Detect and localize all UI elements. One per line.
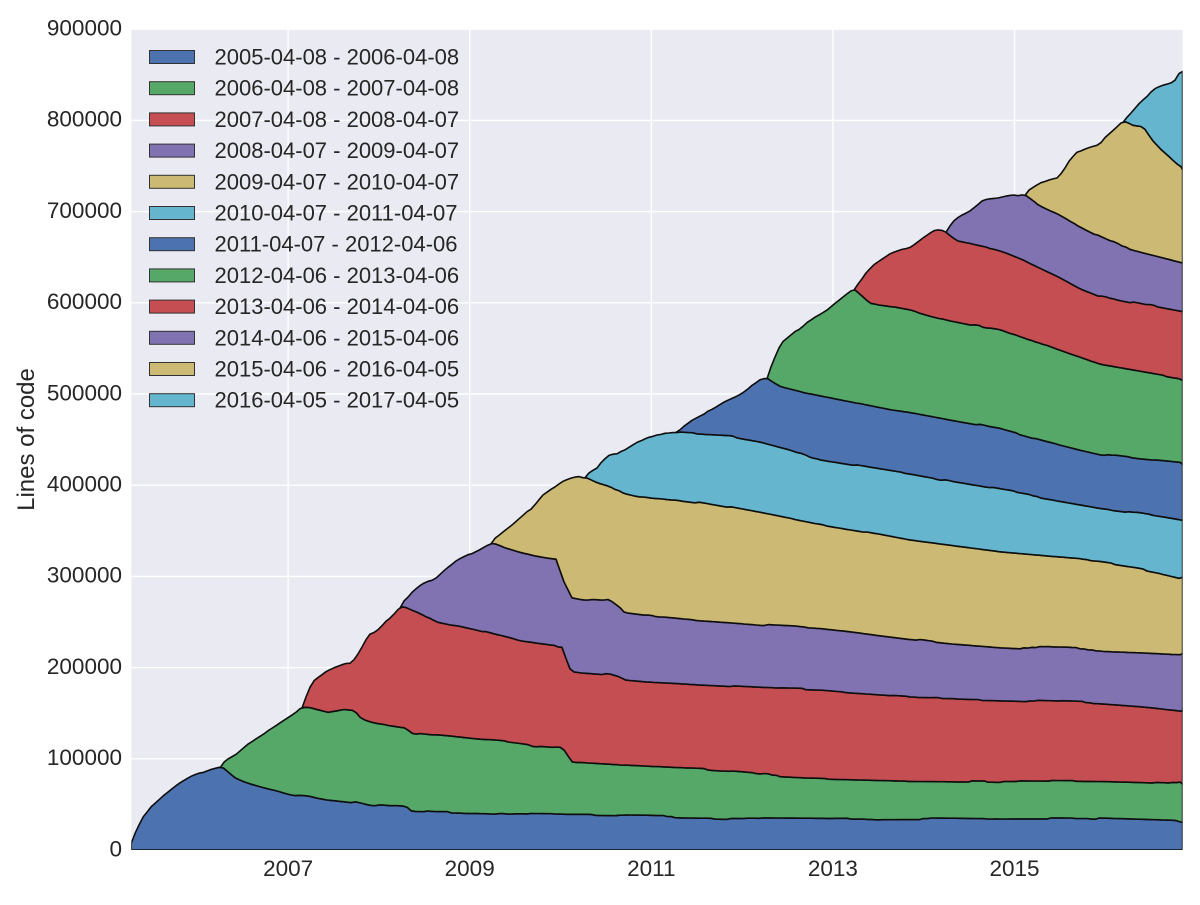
svg-text:700000: 700000 [47,198,122,223]
svg-text:2010-04-07 - 2011-04-07: 2010-04-07 - 2011-04-07 [215,201,458,226]
svg-text:2015-04-06 - 2016-04-05: 2015-04-06 - 2016-04-05 [215,357,460,382]
svg-text:2007: 2007 [263,856,313,881]
svg-text:2012-04-06 - 2013-04-06: 2012-04-06 - 2013-04-06 [215,263,460,288]
svg-text:2013-04-06 - 2014-04-06: 2013-04-06 - 2014-04-06 [215,294,460,319]
svg-text:2006-04-08 - 2007-04-08: 2006-04-08 - 2007-04-08 [215,76,460,101]
svg-text:2013: 2013 [808,856,858,881]
svg-text:2011-04-07 - 2012-04-06: 2011-04-07 - 2012-04-06 [215,232,458,257]
svg-text:500000: 500000 [47,380,122,405]
svg-text:200000: 200000 [47,654,122,679]
svg-text:100000: 100000 [47,745,122,770]
svg-text:2008-04-07 - 2009-04-07: 2008-04-07 - 2009-04-07 [215,138,460,163]
svg-text:2007-04-08 - 2008-04-07: 2007-04-08 - 2008-04-07 [215,107,460,132]
svg-text:300000: 300000 [47,563,122,588]
svg-text:Lines of code: Lines of code [13,368,40,511]
svg-text:600000: 600000 [47,289,122,314]
svg-text:2014-04-06 - 2015-04-06: 2014-04-06 - 2015-04-06 [215,325,460,350]
svg-text:2009: 2009 [445,856,495,881]
svg-text:2015: 2015 [989,856,1039,881]
svg-text:900000: 900000 [47,16,122,41]
svg-text:2009-04-07 - 2010-04-07: 2009-04-07 - 2010-04-07 [215,169,460,194]
svg-text:0: 0 [109,836,122,861]
svg-text:2016-04-05 - 2017-04-05: 2016-04-05 - 2017-04-05 [215,388,460,413]
svg-text:400000: 400000 [47,472,122,497]
svg-text:2011: 2011 [627,856,675,881]
svg-text:800000: 800000 [47,107,122,132]
svg-text:2005-04-08 - 2006-04-08: 2005-04-08 - 2006-04-08 [215,45,460,70]
